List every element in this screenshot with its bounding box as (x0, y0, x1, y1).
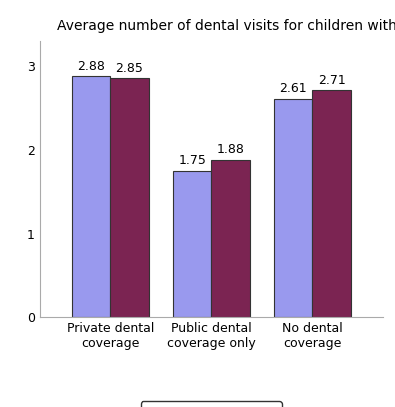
Text: 2.61: 2.61 (279, 82, 307, 95)
Text: 1.88: 1.88 (216, 143, 245, 156)
Bar (312, 90, 351, 317)
Bar (173, 171, 211, 317)
Text: Average number of dental visits for children with a visit: Average number of dental visits for chil… (57, 19, 395, 33)
Bar (110, 79, 149, 317)
Bar (211, 160, 250, 317)
Bar (274, 98, 312, 317)
Text: 2.88: 2.88 (77, 59, 105, 72)
Text: 2.71: 2.71 (318, 74, 346, 87)
Text: 2.85: 2.85 (115, 62, 143, 75)
Bar (72, 76, 110, 317)
Text: 1.75: 1.75 (178, 154, 206, 167)
Legend: 1996, 2004: 1996, 2004 (141, 401, 282, 407)
